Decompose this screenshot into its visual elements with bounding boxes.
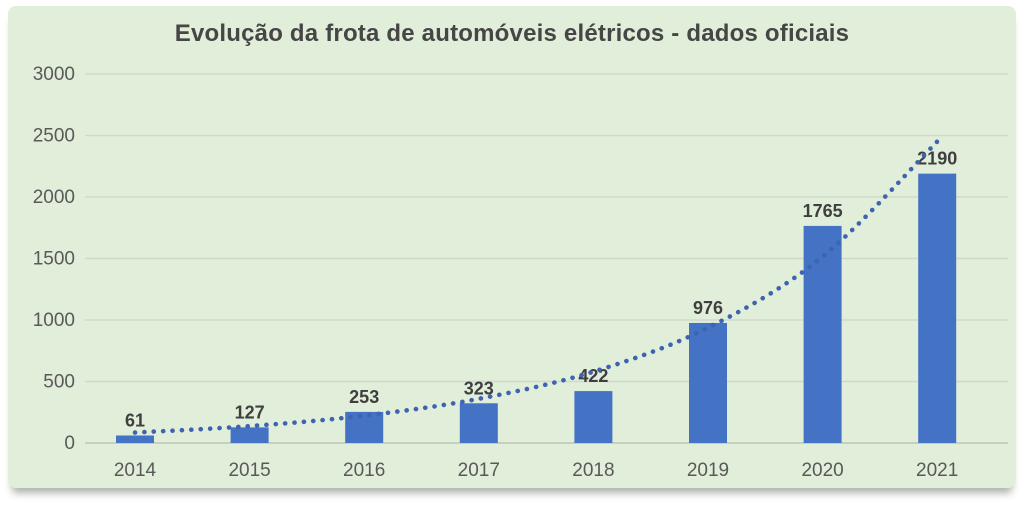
y-tick-label: 1000 [33,310,75,331]
bar [116,435,154,443]
y-tick-label: 500 [43,372,75,393]
x-tick-label: 2018 [572,460,614,481]
bar-value-label: 2190 [917,149,957,169]
chart-title: Evolução da frota de automóveis elétrico… [174,20,850,47]
x-tick-label: 2020 [801,460,843,481]
bar-value-label: 323 [464,378,494,398]
x-tick-label: 2021 [916,460,958,481]
y-tick-label: 2000 [33,187,75,208]
x-tick-label: 2014 [114,460,157,481]
bar-value-label: 127 [235,402,265,422]
bar [459,403,498,443]
x-tick-label: 2017 [458,460,500,481]
x-tick-label: 2019 [687,460,729,481]
bar-value-label: 976 [693,298,723,318]
chart-plot-area: 0 500 1000 1500 2000 2500 3000 61 2014 127 2015 253… [33,64,1008,481]
bar [230,427,269,443]
bar [574,391,613,443]
trend-dotted-line [132,139,940,435]
x-tick-label: 2016 [343,460,385,481]
bar-value-label: 253 [349,387,379,407]
y-tick-label: 3000 [33,64,75,85]
y-tick-label: 0 [64,433,75,454]
x-tick-label: 2015 [228,460,270,481]
bar-value-label: 1765 [803,201,843,221]
y-tick-label: 2500 [33,126,75,147]
bar [918,173,957,443]
chart-panel: Evolução da frota de automóveis elétrico… [8,6,1016,488]
bar-value-label: 61 [125,410,145,430]
y-tick-label: 1500 [33,249,75,270]
bar [803,225,842,443]
bar [689,322,727,443]
